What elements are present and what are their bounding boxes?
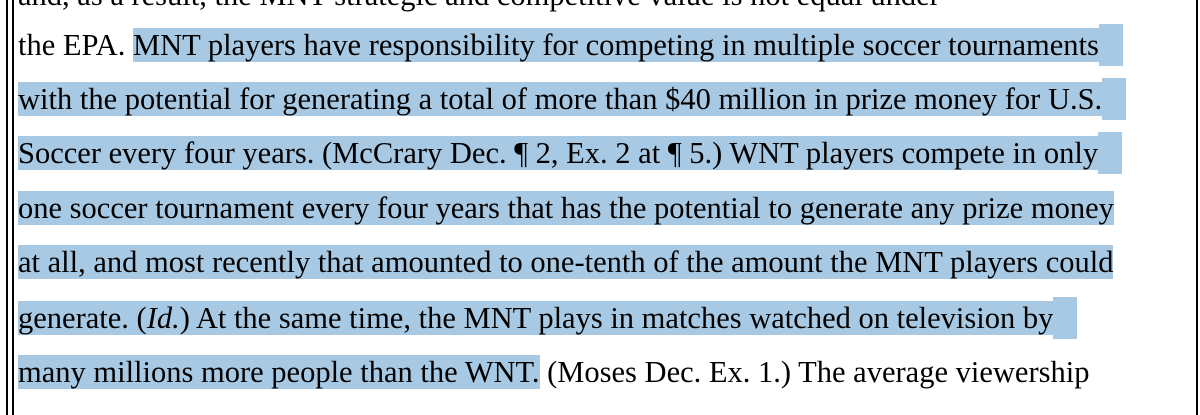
- highlighted-text[interactable]: MNT players have responsibility for comp…: [132, 28, 1099, 62]
- highlighted-text[interactable]: one soccer tournament every four years t…: [18, 191, 1114, 225]
- text-line-1: the EPA. MNT players have responsibility…: [18, 24, 1123, 66]
- partial-top-text-line: and, as a result, the MNT strategic and …: [18, 0, 940, 16]
- text-line-2: with the potential for generating a tota…: [18, 78, 1127, 120]
- highlighted-text[interactable]: at all, and most recently that amounted …: [18, 245, 1114, 279]
- text-line-3: Soccer every four years. (McCrary Dec. ¶…: [18, 132, 1123, 174]
- text-segment: generate. (: [18, 301, 147, 335]
- plain-text: the EPA.: [18, 28, 133, 62]
- text-line-7: many millions more people than the WNT. …: [18, 351, 1089, 393]
- left-margin-rule-inner: [12, 0, 14, 415]
- plain-text: (Moses Dec. Ex. 1.) The average viewersh…: [539, 355, 1090, 389]
- citation-id-italic: Id.: [146, 301, 180, 335]
- text-line-6: generate. (Id.) At the same time, the MN…: [18, 297, 1078, 339]
- text-segment: ) At the same time, the MNT plays in mat…: [179, 301, 1054, 335]
- highlight-tail: [1102, 78, 1127, 120]
- right-margin-rule: [1196, 0, 1198, 415]
- left-margin-rule-outer: [6, 0, 8, 415]
- highlighted-text[interactable]: Soccer every four years. (McCrary Dec. ¶…: [18, 136, 1099, 170]
- highlight-tail: [1098, 24, 1123, 66]
- highlight-tail: [1098, 132, 1123, 174]
- highlighted-text[interactable]: with the potential for generating a tota…: [18, 82, 1103, 116]
- highlighted-text[interactable]: many millions more people than the WNT.: [18, 355, 540, 389]
- highlight-tail: [1053, 297, 1078, 339]
- highlighted-text[interactable]: generate. (Id.) At the same time, the MN…: [18, 301, 1054, 335]
- text-line-5: at all, and most recently that amounted …: [18, 241, 1114, 283]
- text-line-4: one soccer tournament every four years t…: [18, 187, 1114, 229]
